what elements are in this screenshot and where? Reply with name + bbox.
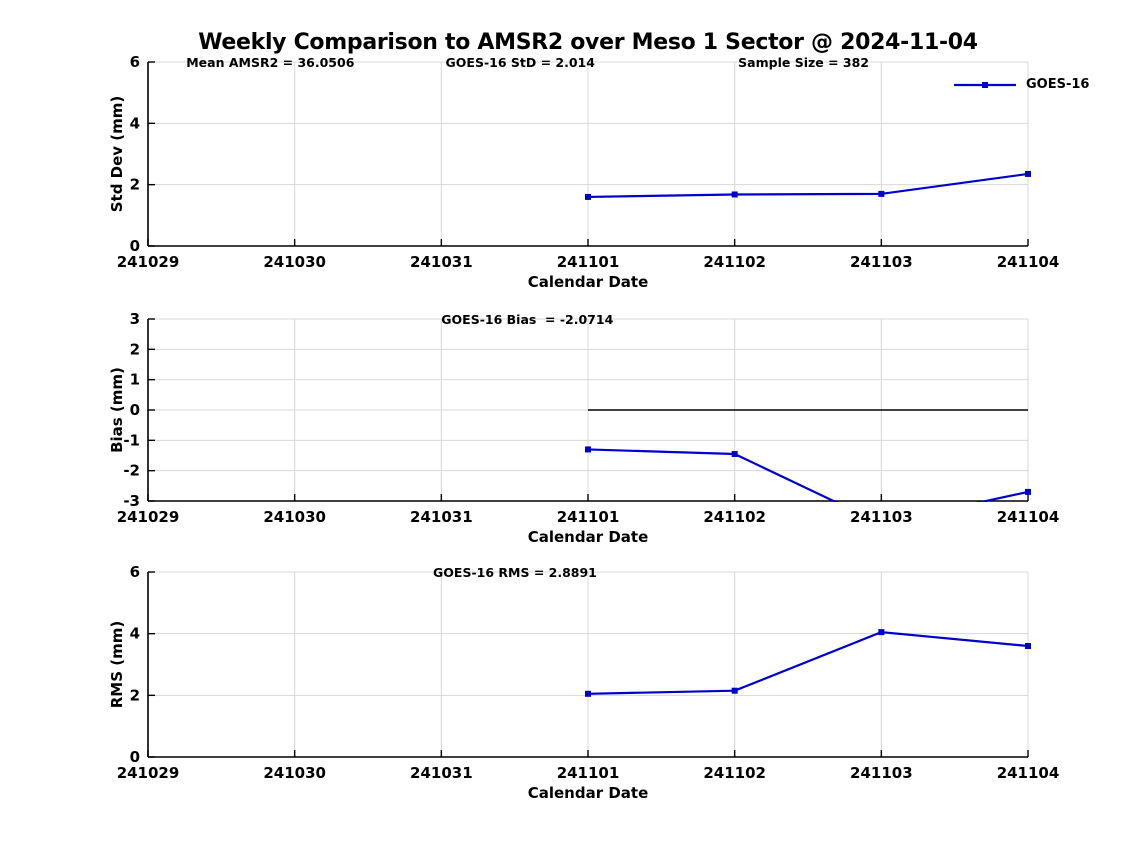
legend-label: GOES-16 — [1026, 77, 1090, 92]
y-tick-label: -3 — [123, 492, 140, 510]
y-axis-title: Std Dev (mm) — [108, 96, 126, 213]
legend-line-sample — [954, 81, 1016, 88]
annotation: GOES-16 StD = 2.014 — [446, 55, 596, 70]
x-tick-label: 241031 — [410, 253, 473, 271]
x-tick-label: 241029 — [117, 508, 180, 526]
y-tick-label: 2 — [130, 686, 140, 704]
data-line-goes-16 — [587, 172, 1029, 199]
y-axis-title: RMS (mm) — [108, 621, 126, 708]
y-tick-label: 0 — [130, 237, 140, 255]
y-tick-label: 4 — [130, 114, 140, 132]
x-axis-title: Calendar Date — [528, 784, 649, 802]
x-axis-title: Calendar Date — [528, 273, 649, 291]
x-tick-label: 241030 — [263, 508, 326, 526]
data-point-marker — [1025, 643, 1031, 649]
x-tick-label: 241101 — [557, 253, 620, 271]
legend: GOES-16 — [953, 77, 1089, 92]
subplot-rms: 241029 241030 241031 241101 241102 241103 2411… — [108, 563, 1059, 802]
y-tick-label: 3 — [130, 310, 140, 328]
y-tick-label: -1 — [123, 431, 140, 449]
data-point-marker — [731, 191, 738, 198]
x-tick-label: 241029 — [117, 253, 180, 271]
data-point-marker — [585, 690, 591, 697]
y-tick-label: -2 — [123, 462, 140, 480]
x-tick-label: 241103 — [850, 508, 913, 526]
y-tick-label: 2 — [130, 340, 140, 358]
subplot-bias: 241029 241030 241031 241101 241102 241103 2411… — [108, 310, 1059, 546]
x-tick-label: 241101 — [557, 764, 620, 782]
y-tick-label: 2 — [130, 176, 140, 194]
x-tick-label: 241030 — [263, 253, 326, 271]
data-point-marker — [878, 629, 885, 636]
x-tick-label: 241102 — [703, 253, 766, 271]
x-tick-label: 241102 — [703, 508, 766, 526]
annotation: Sample Size = 382 — [738, 55, 869, 70]
data-point-marker — [1025, 488, 1031, 495]
x-tick-label: 241102 — [703, 764, 766, 782]
legend-marker-icon — [982, 81, 988, 88]
data-line-goes-16 — [587, 448, 1029, 502]
annotation: GOES-16 Bias = -2.0714 — [441, 312, 613, 327]
x-tick-label: 241104 — [997, 253, 1060, 271]
x-tick-label: 241104 — [997, 764, 1060, 782]
x-tick-label: 241103 — [850, 253, 913, 271]
data-line-goes-16 — [587, 631, 1029, 695]
annotation: Mean AMSR2 = 36.0506 — [186, 55, 354, 70]
data-point-marker — [731, 687, 738, 694]
y-tick-label: 1 — [130, 371, 140, 389]
y-tick-label: 4 — [130, 625, 140, 643]
x-tick-label: 241030 — [263, 764, 326, 782]
data-point-marker — [878, 190, 885, 197]
data-point-marker — [585, 446, 591, 453]
x-tick-label: 241031 — [410, 764, 473, 782]
x-tick-label: 241104 — [997, 508, 1060, 526]
y-tick-label: 6 — [130, 53, 140, 71]
y-axis-title: Bias (mm) — [108, 367, 126, 453]
data-point-marker — [731, 450, 738, 457]
y-tick-label: 6 — [130, 563, 140, 581]
y-tick-label: 0 — [130, 748, 140, 766]
x-tick-label: 241103 — [850, 764, 913, 782]
x-tick-label: 241031 — [410, 508, 473, 526]
data-point-marker — [585, 193, 591, 200]
annotation: GOES-16 RMS = 2.8891 — [433, 565, 597, 580]
subplot-std-dev: 241029 241030 241031 241101 241102 241103 2411… — [108, 53, 1059, 291]
x-tick-label: 241029 — [117, 764, 180, 782]
x-axis-title: Calendar Date — [528, 528, 649, 546]
data-point-marker — [1025, 170, 1031, 177]
x-tick-label: 241101 — [557, 508, 620, 526]
figure-title: Weekly Comparison to AMSR2 over Meso 1 S… — [198, 30, 978, 55]
y-tick-label: 0 — [130, 401, 140, 419]
